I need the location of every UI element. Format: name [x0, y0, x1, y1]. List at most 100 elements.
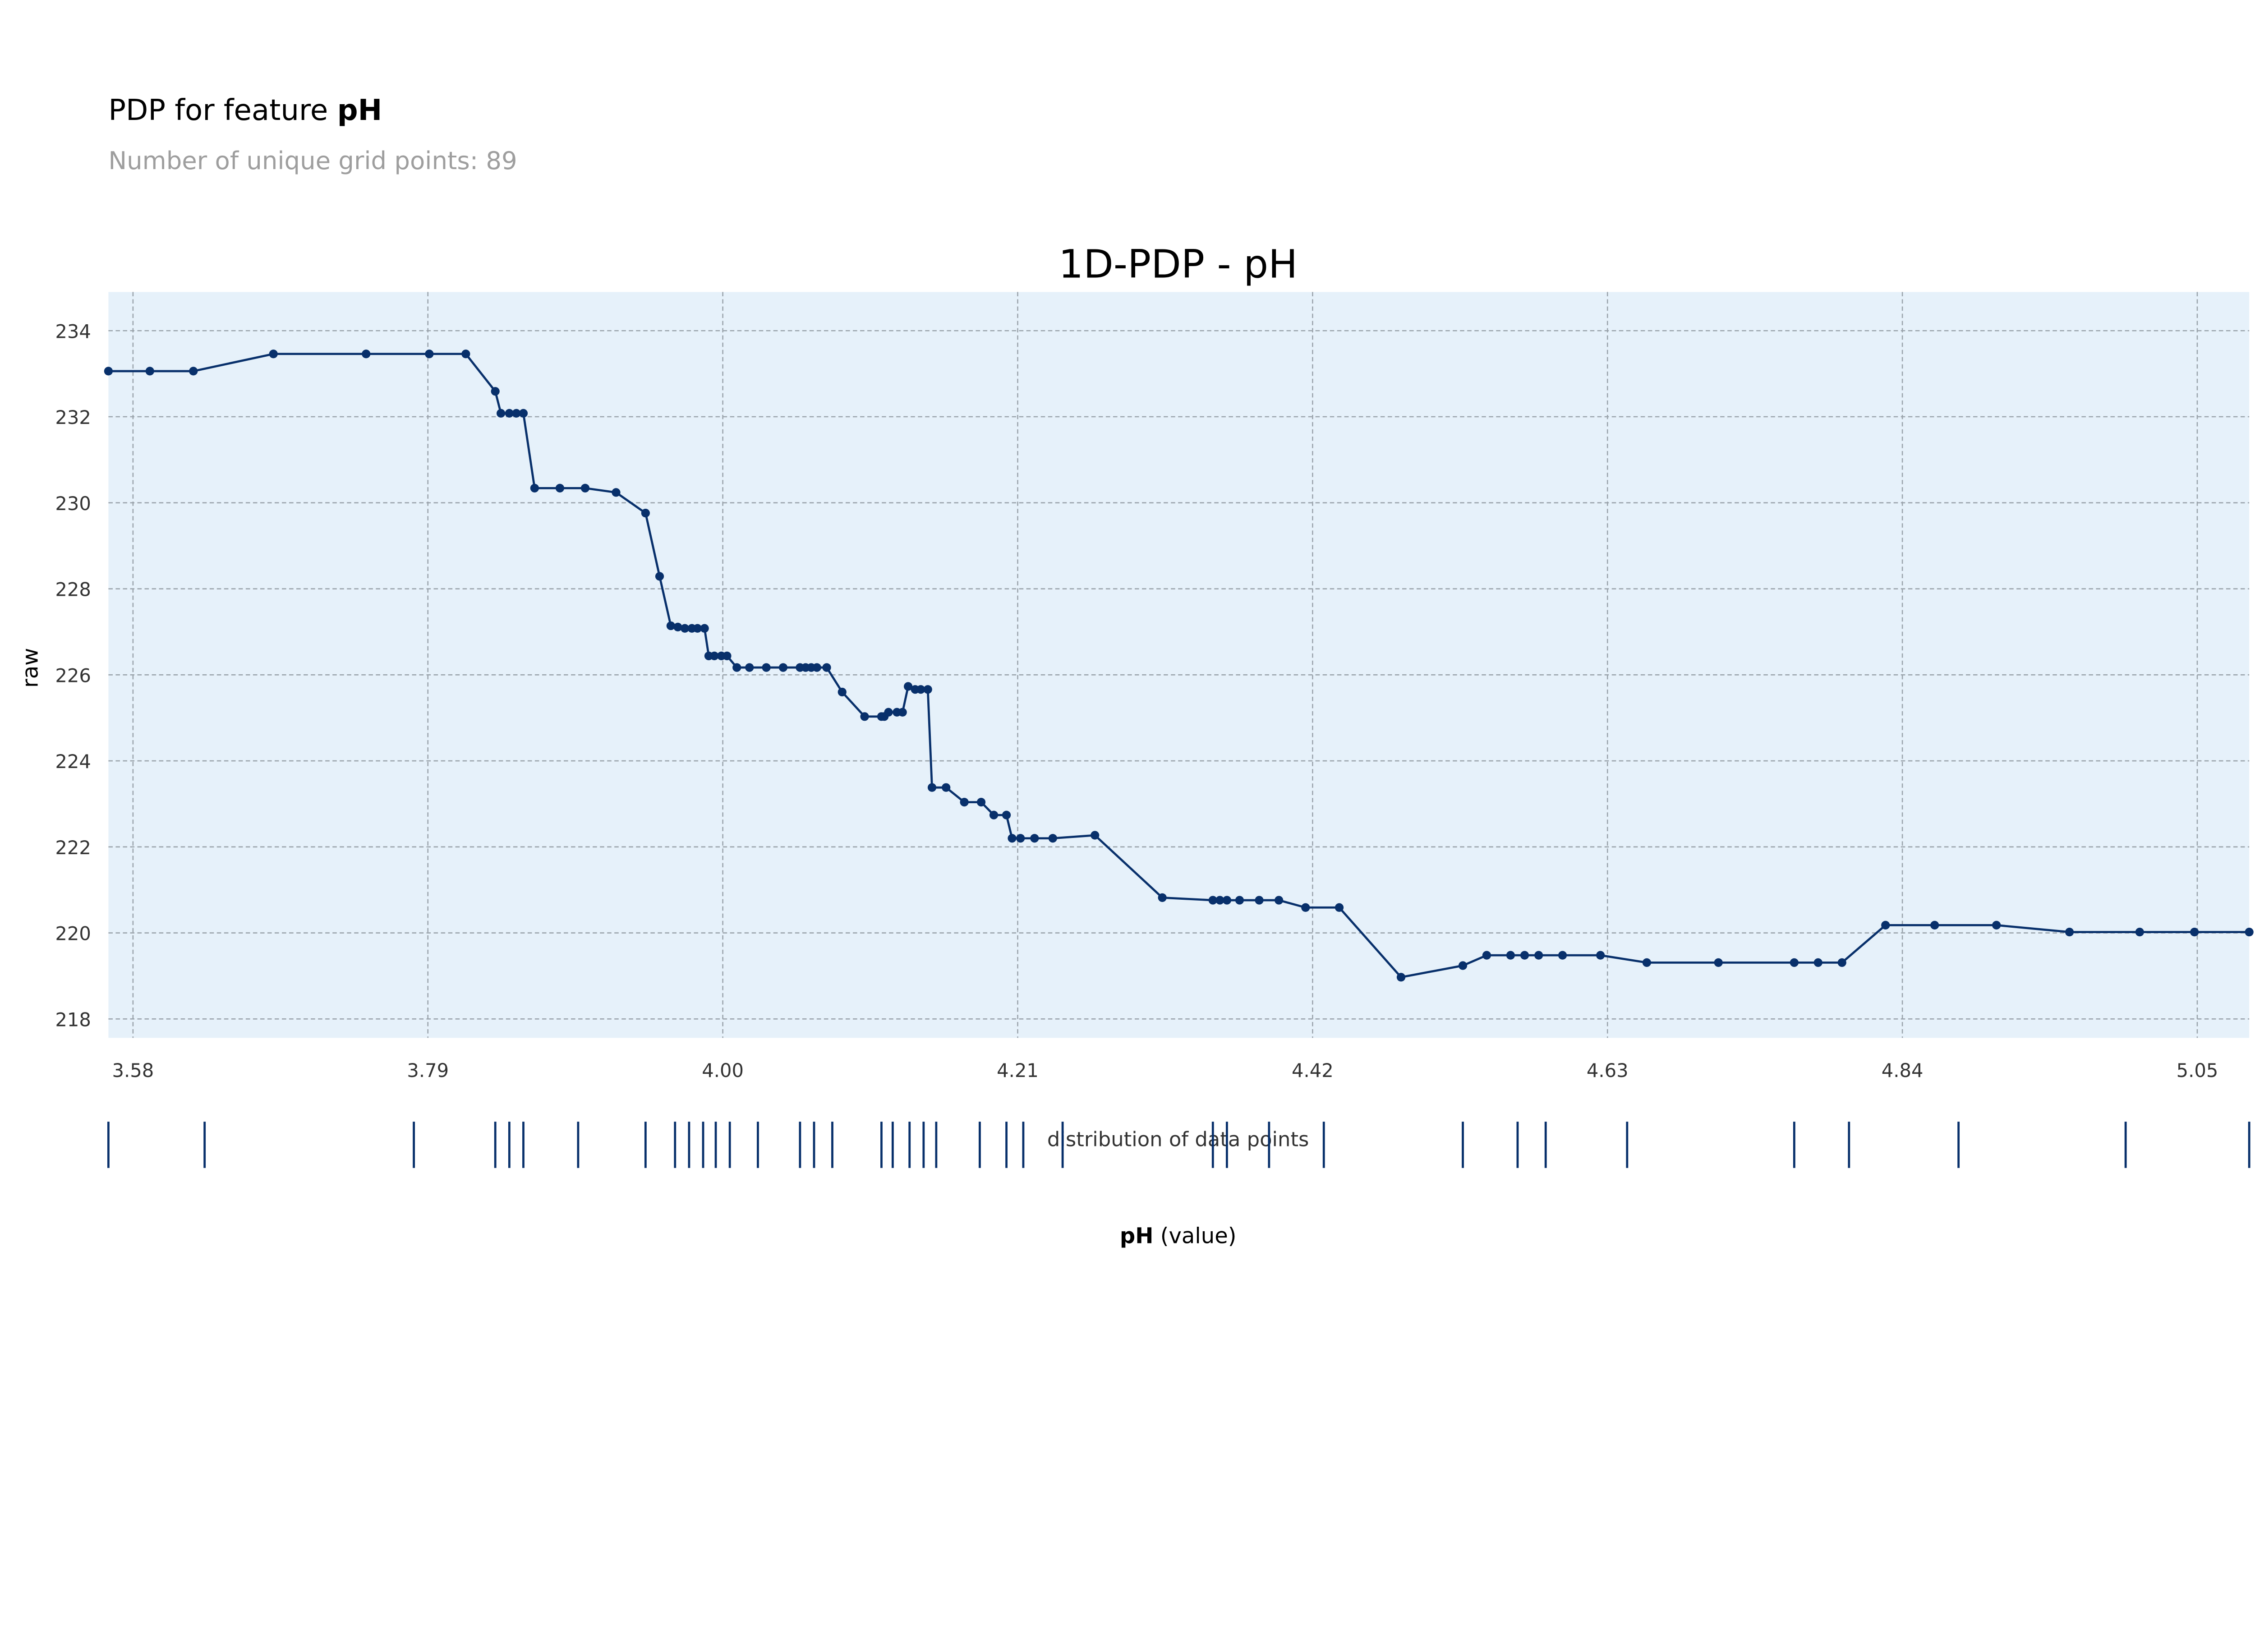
figure-title-feature: pH: [337, 94, 382, 127]
pdp-point: [269, 350, 278, 359]
figure-title: PDP for feature pH: [108, 94, 382, 127]
pdp-point: [700, 624, 709, 633]
pdp-series-line: [108, 353, 2250, 979]
pdp-point: [989, 810, 999, 819]
pdp-point: [976, 797, 986, 807]
pdp-point: [1048, 834, 1057, 843]
pdp-point: [512, 409, 521, 418]
pdp-point: [723, 651, 732, 660]
pdp-point: [145, 367, 154, 376]
y-tick-labels: 218 220 222 224 226 228 230 232 234: [55, 320, 91, 1031]
pdp-point: [838, 687, 847, 697]
pdp-point: [710, 651, 719, 660]
pdp-point: [923, 685, 932, 694]
pdp-point: [519, 409, 528, 418]
y-tick-label: 228: [55, 579, 91, 601]
x-tick-label: 4.84: [1882, 1059, 1924, 1081]
x-tick-label: 3.58: [112, 1059, 154, 1081]
y-tick-label: 218: [55, 1008, 91, 1031]
pdp-point: [1992, 920, 2001, 930]
pdp-point: [762, 663, 771, 672]
pdp-point: [904, 682, 913, 691]
pdp-point: [1222, 896, 1232, 905]
pdp-point: [666, 621, 676, 630]
pdp-point: [1008, 834, 1017, 843]
distribution-title: distribution of data points: [1047, 1127, 1309, 1151]
pdp-point: [555, 483, 565, 492]
pdp-point: [104, 367, 113, 376]
x-tick-label: 4.00: [702, 1059, 744, 1081]
y-tick-label: 220: [55, 923, 91, 945]
y-tick-label: 226: [55, 664, 91, 686]
pdp-point: [1596, 951, 1605, 960]
y-tick-label: 224: [55, 750, 91, 773]
distribution-rug: [107, 1122, 2250, 1168]
pdp-point: [1208, 896, 1217, 905]
pdp-point: [822, 663, 831, 672]
pdp-point: [1301, 903, 1310, 912]
pdp-point: [1091, 831, 1100, 840]
pdp-point: [1642, 958, 1652, 967]
pdp-point: [362, 350, 371, 359]
pdp-point: [1002, 810, 1011, 819]
grid: [108, 292, 2250, 1038]
pdp-point: [860, 712, 869, 721]
y-axis-label: raw: [18, 648, 43, 688]
pdp-point: [1790, 958, 1799, 967]
y-tick-label: 230: [55, 492, 91, 515]
x-tick-label: 4.63: [1587, 1059, 1629, 1081]
pdp-point: [1215, 896, 1224, 905]
pdp-point: [1534, 951, 1543, 960]
pdp-point: [673, 622, 682, 632]
pdp-point: [461, 350, 470, 359]
pdp-point: [641, 509, 650, 518]
pdp-point: [1335, 903, 1344, 912]
pdp-point: [491, 387, 500, 396]
pdp-figure: PDP for feature pH Number of unique grid…: [18, 94, 2254, 1248]
pdp-point: [1837, 958, 1846, 967]
pdp-point: [580, 483, 590, 492]
pdp-point: [1813, 958, 1822, 967]
pdp-point: [189, 367, 198, 376]
pdp-point: [693, 624, 702, 633]
pdp-point: [680, 624, 690, 633]
distribution-x-label: pH (value): [1120, 1223, 1237, 1248]
pdp-point: [1482, 951, 1491, 960]
pdp-point: [1930, 920, 1939, 930]
pdp-point: [960, 797, 969, 807]
pdp-points: [104, 350, 2254, 982]
pdp-point: [1255, 896, 1264, 905]
pdp-point: [916, 685, 925, 694]
y-tick-label: 234: [55, 320, 91, 342]
x-tick-label: 3.79: [407, 1059, 449, 1081]
pdp-point: [745, 663, 754, 672]
figure-subtitle: Number of unique grid points: 89: [108, 146, 517, 175]
pdp-point: [1558, 951, 1567, 960]
distribution-x-label-unit: (value): [1153, 1223, 1236, 1248]
pdp-point: [778, 663, 788, 672]
distribution-x-label-feature: pH: [1120, 1223, 1154, 1248]
pdp-point: [942, 783, 951, 792]
pdp-point: [812, 663, 821, 672]
figure-title-prefix: PDP for feature: [108, 94, 337, 127]
pdp-point: [1458, 961, 1468, 970]
pdp-point: [1275, 896, 1284, 905]
pdp-point: [530, 483, 539, 492]
x-tick-label: 5.05: [2177, 1059, 2218, 1081]
pdp-point: [1158, 893, 1167, 902]
pdp-point: [2065, 928, 2074, 937]
pdp-point: [1235, 896, 1244, 905]
pdp-point: [1714, 958, 1723, 967]
chart-title: 1D-PDP - pH: [1058, 242, 1298, 287]
pdp-point: [425, 350, 434, 359]
pdp-point: [1520, 951, 1529, 960]
x-tick-label: 4.21: [997, 1059, 1039, 1081]
pdp-point: [898, 708, 907, 717]
pdp-point: [497, 409, 506, 418]
pdp-point: [2135, 928, 2144, 937]
x-tick-labels: 3.58 3.79 4.00 4.21 4.42 4.63 4.84 5.05: [112, 1059, 2218, 1081]
pdp-point: [1030, 834, 1039, 843]
pdp-point: [1881, 920, 1890, 930]
pdp-point: [927, 783, 937, 792]
y-tick-label: 222: [55, 837, 91, 859]
